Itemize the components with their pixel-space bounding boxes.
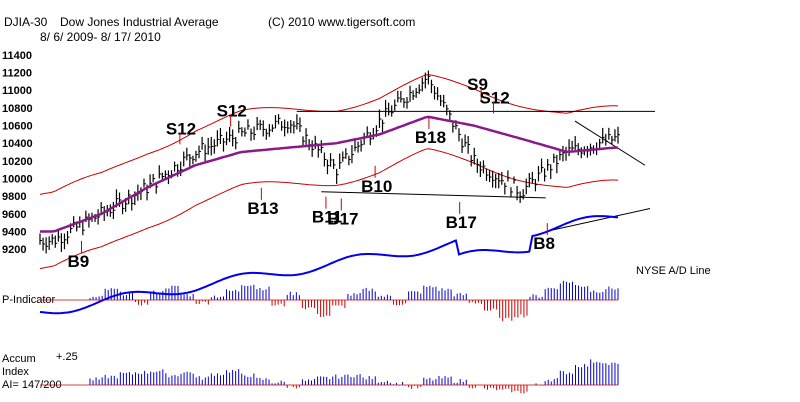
- chart-title: Dow Jones Industrial Average: [60, 15, 219, 29]
- ad-line: [39, 215, 619, 315]
- trendlines: [296, 110, 655, 232]
- y-axis-ticks: 11400 11200 11000 10800 10600 10400 10200 10000…: [2, 50, 33, 256]
- signal-label: B8: [533, 234, 555, 253]
- y-tick-label: 11400: [2, 50, 32, 62]
- y-tick-label: 10400: [2, 138, 33, 150]
- rising-trendline: [545, 208, 651, 232]
- ad-path: [39, 215, 619, 315]
- y-tick-label: 10800: [2, 103, 33, 115]
- signal-label: B17: [327, 209, 358, 228]
- y-tick-label: 9200: [2, 244, 26, 256]
- signal-label: S9: [467, 75, 488, 94]
- y-tick-label: 11200: [2, 68, 32, 80]
- accum-label-line2: Index: [2, 366, 29, 378]
- accum-top-tick: +.25: [56, 351, 78, 363]
- moving-average: [40, 115, 618, 233]
- ad-line-label: NYSE A/D Line: [636, 265, 711, 277]
- y-tick-label: 9600: [2, 209, 26, 221]
- y-tick-label: 9800: [2, 191, 26, 203]
- y-tick-label: 10000: [2, 174, 33, 186]
- y-tick-label: 11000: [2, 85, 32, 97]
- chart-date-range: 8/ 6/ 2009- 8/ 17/ 2010: [40, 30, 161, 44]
- signal-label: S12: [166, 119, 196, 138]
- ma-path: [40, 115, 618, 233]
- y-tick-label: 9400: [2, 227, 26, 239]
- signal-label: B11: [312, 208, 342, 227]
- y-tick-label: 10600: [2, 121, 33, 133]
- signal-label: B17: [446, 213, 477, 232]
- signal-label: B10: [361, 177, 392, 196]
- accum-reading: AI= 147/200: [2, 379, 62, 391]
- falling-trendline: [574, 120, 646, 166]
- price-bars: [39, 70, 620, 254]
- accum-label-line1: Accum: [2, 353, 36, 365]
- signal-label: S12: [479, 88, 509, 107]
- y-tick-label: 10200: [2, 156, 33, 168]
- p-indicator-panel: [40, 280, 619, 322]
- accum-index-panel: [40, 359, 619, 394]
- p-indicator-label: P-Indicator: [2, 294, 56, 306]
- chart-symbol: DJIA-30: [4, 15, 48, 29]
- signal-label: B18: [415, 128, 446, 147]
- lower-band: [39, 148, 619, 270]
- support-line: [321, 191, 546, 199]
- signal-label: S12: [217, 102, 247, 121]
- chart-copyright: (C) 2010 www.tigersoft.com: [268, 15, 415, 29]
- signal-label: B13: [247, 199, 278, 218]
- signal-label: B9: [68, 252, 90, 271]
